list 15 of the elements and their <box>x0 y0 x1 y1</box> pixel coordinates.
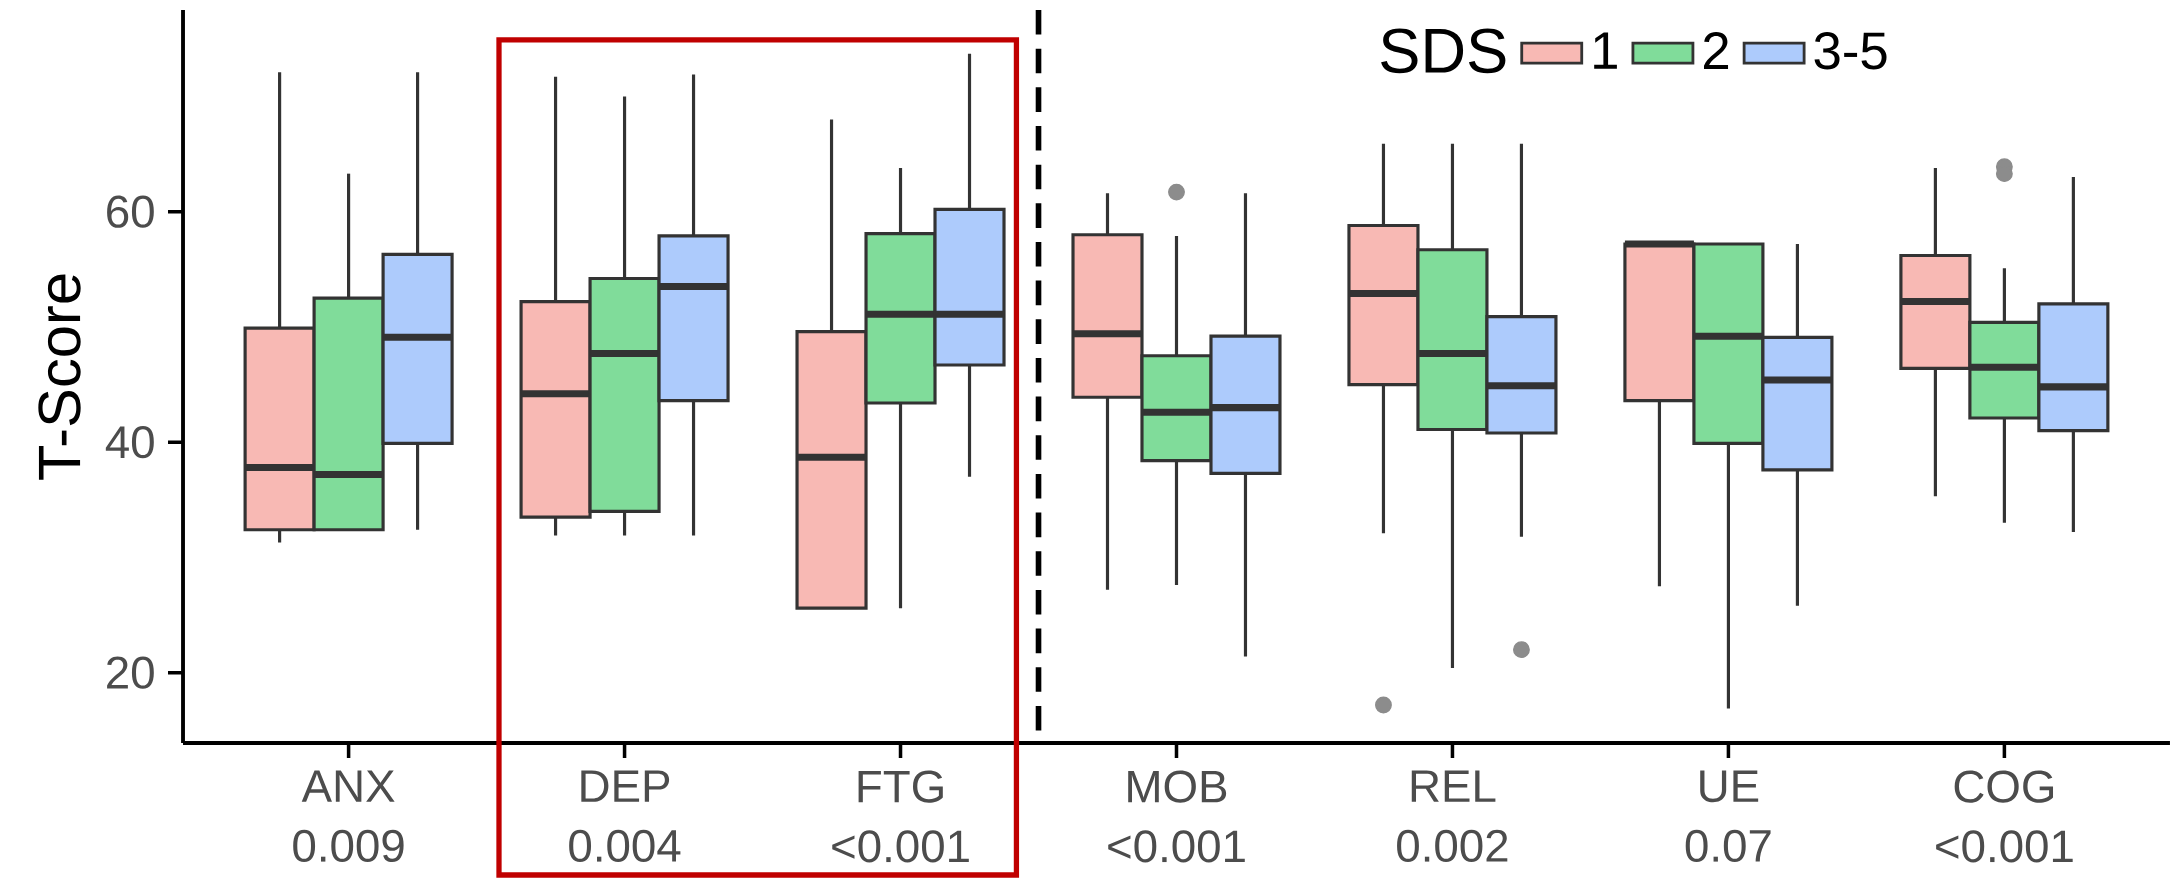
x-tick-label: UE 0.07 <box>1685 770 1771 863</box>
y-tick-label: 60 <box>107 195 154 228</box>
x-tick-label: ANX 0.009 <box>293 770 404 863</box>
y-axis-title: T-Score <box>38 274 81 480</box>
x-tick-label: COG <0.001 <box>1936 770 2073 863</box>
x-tick-label: MOB <0.001 <box>1108 770 1245 863</box>
legend-label: 3-5 <box>1814 32 1887 70</box>
legend-title: SDS <box>1381 28 1506 74</box>
y-tick-label: 20 <box>107 656 154 689</box>
legend-label: 2 <box>1704 32 1729 69</box>
x-tick-label: REL 0.002 <box>1397 770 1508 863</box>
x-tick-label: DEP 0.004 <box>569 770 681 863</box>
x-tick-label: FTG <0.001 <box>832 770 969 863</box>
y-tick-label: 40 <box>105 426 154 459</box>
legend-label: 1 <box>1594 32 1617 69</box>
